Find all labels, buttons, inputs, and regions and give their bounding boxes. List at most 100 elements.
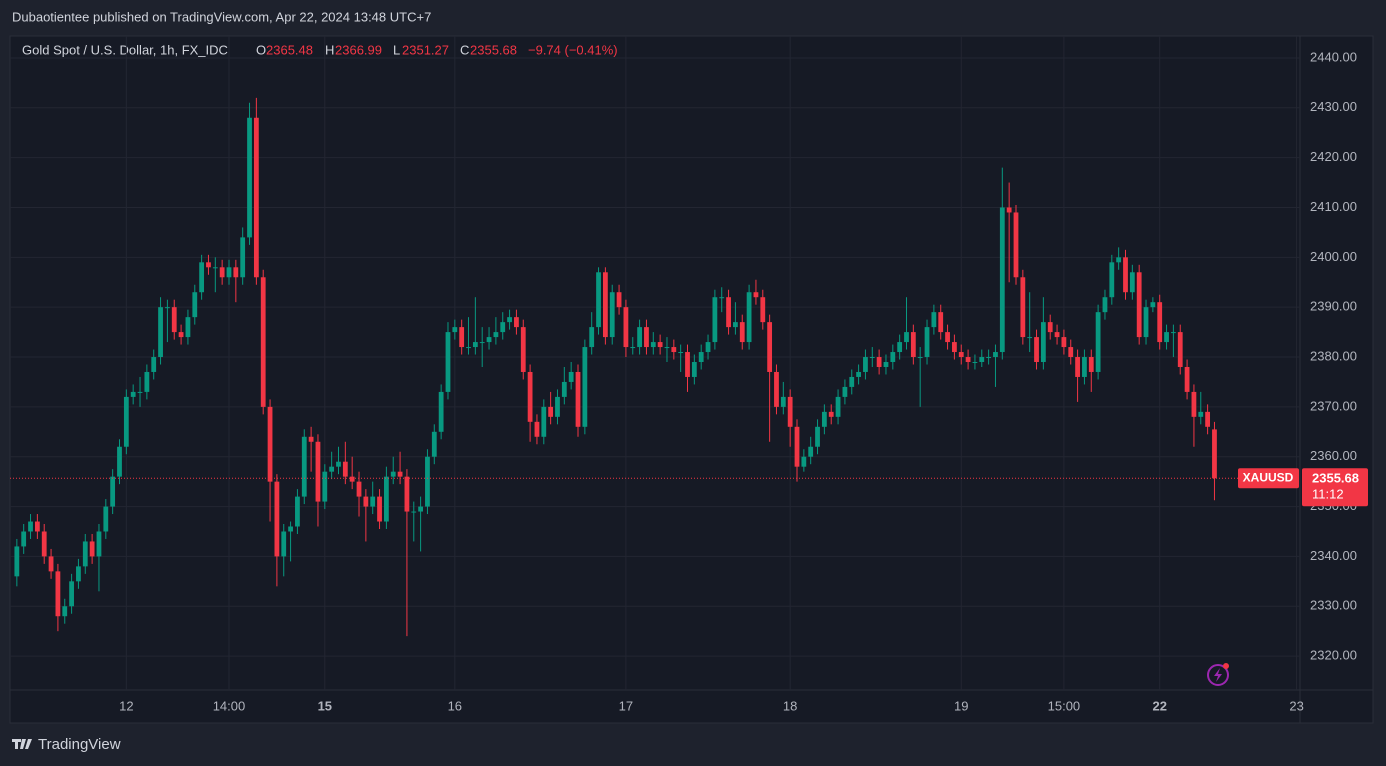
candle-body	[1212, 429, 1217, 479]
candle-body	[253, 117, 259, 278]
candle-body	[1095, 312, 1101, 372]
x-tick-label: 15:00	[1048, 698, 1081, 713]
candle-body	[514, 317, 519, 328]
ohlc-letter: H	[325, 42, 334, 57]
candle-body	[993, 352, 998, 358]
candle-body	[472, 342, 478, 348]
y-tick-label: 2360.00	[1310, 448, 1357, 463]
candle-body	[650, 342, 656, 348]
candle-body	[260, 277, 266, 407]
candle-body	[308, 436, 314, 442]
candle-body	[240, 237, 246, 278]
candle-body	[582, 347, 588, 427]
candle-body	[110, 476, 116, 507]
candle-body	[575, 371, 581, 427]
candle-body	[329, 466, 335, 472]
candle-body	[397, 471, 403, 477]
icon-bolt	[1214, 668, 1222, 682]
x-tick-label: 22	[1152, 698, 1166, 713]
icon-dot	[1223, 663, 1229, 669]
candle-body	[924, 327, 930, 358]
candle-body	[247, 117, 252, 238]
candle-body	[1205, 411, 1211, 427]
candle-body	[520, 327, 526, 372]
candle-body	[158, 307, 163, 358]
y-tick-label: 2330.00	[1310, 598, 1357, 613]
ohlc-letter: C	[460, 42, 469, 57]
candle-body	[780, 396, 786, 407]
candle-body	[794, 426, 800, 467]
candle-body	[821, 411, 827, 427]
candle-body	[377, 496, 382, 522]
x-tick-label: 12	[119, 698, 133, 713]
y-tick-label: 2390.00	[1310, 299, 1357, 314]
candle-body	[1020, 277, 1026, 338]
candle-body	[1184, 366, 1190, 392]
candle-body	[657, 342, 663, 348]
candle-body	[835, 396, 841, 417]
candle-body	[733, 322, 738, 328]
candle-body	[431, 431, 437, 457]
candle-body	[212, 267, 218, 269]
candle-body	[288, 526, 293, 532]
price-tag-bg	[1302, 468, 1368, 507]
candle-body	[979, 357, 985, 363]
countdown: 11:12	[1312, 487, 1344, 502]
candle-body	[466, 347, 471, 349]
candle-body	[349, 476, 355, 482]
candle-body	[910, 332, 916, 358]
candle-body	[739, 322, 745, 343]
candle-body	[144, 371, 150, 392]
candle-body	[48, 556, 54, 572]
candle-body	[103, 506, 109, 532]
candle-body	[493, 332, 499, 338]
candle-body	[952, 342, 957, 353]
candle-body	[342, 461, 348, 477]
candle-body	[41, 531, 47, 557]
candle-body	[82, 541, 88, 567]
candle-body	[726, 297, 731, 328]
candle-body	[602, 272, 608, 338]
ohlc-value: 2366.99	[335, 42, 382, 57]
candle-body	[917, 357, 923, 359]
candle-body	[96, 531, 102, 557]
candle-body	[972, 362, 978, 364]
y-tick-label: 2420.00	[1310, 149, 1357, 164]
ohlc-value: 2365.48	[266, 42, 313, 57]
candle-body	[301, 436, 307, 497]
candle-body	[609, 292, 615, 338]
candles	[14, 97, 1217, 637]
candle-body	[637, 327, 642, 348]
candle-body	[568, 371, 574, 382]
candle-body	[1088, 357, 1094, 372]
lightning-icon[interactable]	[1207, 663, 1229, 686]
candle-body	[55, 571, 61, 617]
candle-body	[671, 347, 677, 353]
candle-body	[267, 406, 273, 482]
candle-body	[815, 426, 820, 447]
x-tick-label: 15	[318, 698, 332, 713]
y-tick-label: 2440.00	[1310, 49, 1357, 64]
candle-body	[904, 332, 909, 343]
candle-body	[1006, 207, 1012, 213]
candle-body	[1150, 302, 1156, 308]
candle-body	[527, 371, 533, 422]
candle-body	[541, 406, 547, 437]
candle-body	[1123, 257, 1128, 293]
candle-body	[1082, 357, 1087, 377]
candle-body	[534, 421, 540, 437]
candle-body	[644, 327, 649, 348]
candle-body	[842, 386, 848, 397]
candle-body	[445, 332, 451, 392]
candle-body	[28, 521, 33, 532]
candle-body	[890, 352, 896, 363]
candle-body	[876, 357, 882, 367]
candle-body	[315, 441, 321, 502]
y-tick-label: 2370.00	[1310, 398, 1357, 413]
logo-mark	[12, 739, 32, 749]
candle-body	[630, 347, 636, 349]
candle-body	[171, 307, 177, 333]
candle-body	[199, 262, 205, 293]
x-tick-label: 19	[954, 698, 968, 713]
candle-body	[390, 471, 396, 477]
